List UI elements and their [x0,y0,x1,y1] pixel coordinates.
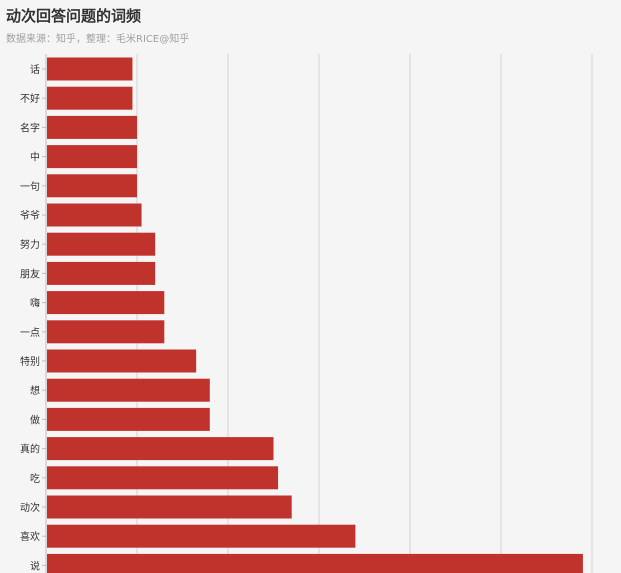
chart-title: 动次回答问题的词频 [6,7,142,25]
y-tick-label-3: 中 [30,151,40,164]
y-tick-label-2: 名字 [20,121,40,134]
bar-14 [47,466,279,490]
y-tick-label-11: 想 [30,384,40,397]
grid-layer [45,54,593,573]
y-tick-label-17: 说 [30,559,40,572]
bar-8 [47,291,165,315]
y-tick-label-1: 不好 [20,93,40,105]
bar-7 [47,261,156,285]
bar-layer [47,57,583,573]
bar-4 [47,174,137,198]
y-tick-label-6: 努力 [20,238,40,251]
bar-10 [47,349,197,373]
y-tick-label-9: 一点 [20,327,40,339]
y-tick-label-5: 爷爷 [20,209,40,222]
y-tick-label-12: 做 [30,413,40,426]
bar-15 [47,495,292,519]
bar-13 [47,437,274,461]
bar-2 [47,115,137,139]
bar-6 [47,232,156,256]
y-tick-label-15: 动次 [20,501,40,514]
bar-12 [47,407,210,431]
y-tick-label-16: 喜欢 [20,530,40,543]
y-tick-label-4: 一句 [20,180,40,193]
y-tick-label-0: 话 [30,64,40,76]
bar-17 [47,553,583,573]
y-tick-label-14: 吃 [30,472,40,485]
bar-1 [47,86,133,110]
bar-9 [47,320,165,344]
bar-3 [47,145,137,169]
y-tick-label-10: 特别 [20,356,40,368]
bar-16 [47,524,356,548]
y-tick-label-7: 朋友 [20,267,40,280]
bar-11 [47,378,210,402]
y-tick-label-13: 真的 [20,443,40,456]
bar-5 [47,203,142,227]
bar-0 [47,57,133,81]
chart-subtitle: 数据来源：知乎，整理：毛米RICE@知乎 [6,34,190,45]
y-tick-label-8: 嗨 [30,297,40,310]
